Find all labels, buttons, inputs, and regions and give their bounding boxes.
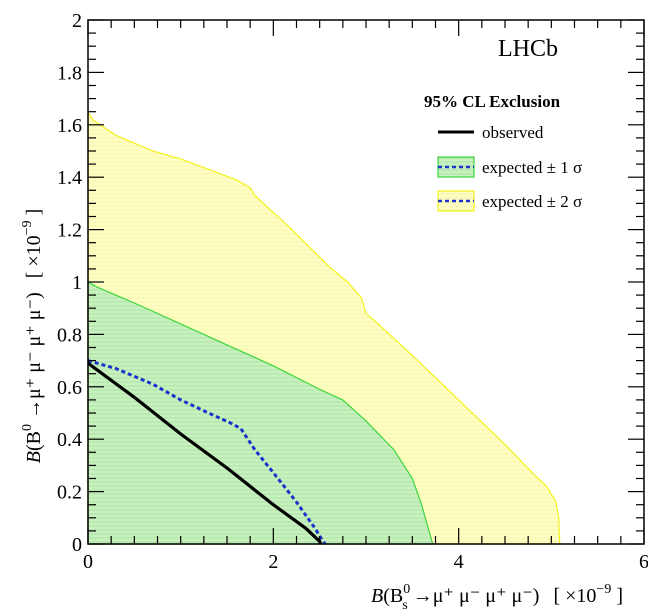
legend-label: observed bbox=[482, 123, 544, 142]
x-tick-label: 0 bbox=[83, 551, 93, 573]
legend-label: expected ± 2 σ bbox=[482, 192, 582, 211]
y-tick-label: 0.4 bbox=[57, 429, 82, 451]
legend-entry: observed bbox=[438, 123, 544, 142]
y-tick-label: 0.6 bbox=[57, 377, 82, 399]
ticks-layer: 0 2 4 6 0 0.2 0.4 0.6 0.8 1 1.2 1.4 1.6 1.8 2 bbox=[57, 10, 648, 573]
legend-entry: expected ± 2 σ bbox=[437, 190, 582, 212]
y-tick-label: 0.8 bbox=[57, 324, 82, 346]
x-tick-label: 2 bbox=[268, 551, 278, 573]
y-tick-label: 1.2 bbox=[57, 220, 82, 242]
y-tick-label: 1.8 bbox=[57, 62, 82, 84]
legend: 95% CL Exclusion observed expected ± 1 σ e… bbox=[424, 92, 582, 212]
y-tick-label: 0.2 bbox=[57, 482, 82, 504]
band-one-sigma bbox=[87, 281, 434, 545]
x-tick-label: 6 bbox=[639, 551, 648, 573]
x-tick-label: 4 bbox=[454, 551, 464, 573]
y-tick-label: 1.4 bbox=[57, 167, 82, 189]
y-axis-title: B(B0 →μ⁺ μ⁻ μ⁺ μ⁻)[ ×10−9 ] bbox=[20, 209, 45, 464]
legend-title: 95% CL Exclusion bbox=[424, 92, 561, 111]
legend-entry: expected ± 1 σ bbox=[437, 156, 582, 178]
legend-label: expected ± 1 σ bbox=[482, 158, 582, 177]
lines-layer bbox=[87, 359, 327, 545]
y-tick-label: 1 bbox=[72, 272, 82, 294]
bands-layer bbox=[87, 111, 561, 545]
y-tick-label: 2 bbox=[72, 10, 82, 32]
experiment-label: LHCb bbox=[498, 36, 558, 62]
observed-line bbox=[87, 361, 323, 545]
y-tick-label: 0 bbox=[72, 534, 82, 556]
x-axis-title: B(B0 s →μ⁺ μ⁻ μ⁺ μ⁻)[ ×10−9 ] bbox=[371, 582, 623, 612]
y-tick-label: 1.6 bbox=[57, 115, 82, 137]
